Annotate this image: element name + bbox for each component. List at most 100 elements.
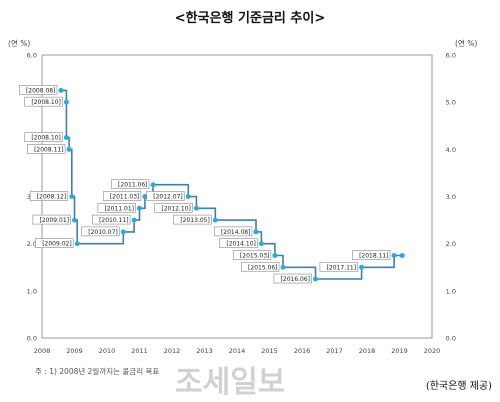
chart-title: <한국은행 기준금리 추이>	[175, 10, 325, 26]
x-tick: 2014	[229, 347, 246, 355]
rate-label-box	[24, 96, 63, 107]
rate-label-box	[35, 238, 74, 248]
watermark-logo: 조세일보	[175, 365, 285, 400]
rate-label-box	[241, 261, 280, 272]
x-tick: 2018	[359, 347, 376, 355]
rate-point	[69, 194, 75, 199]
y-tick-right: 1.0	[446, 287, 456, 295]
rate-label: [2008.10]	[31, 135, 61, 142]
rate-point	[313, 276, 319, 282]
rate-point	[253, 229, 259, 235]
rate-label: [2011.03]	[110, 194, 140, 201]
x-tick: 2013	[196, 347, 213, 355]
rate-label: [2018.11]	[359, 252, 389, 259]
x-tick: 2017	[326, 347, 343, 355]
y-tick-left: 1.0	[27, 287, 37, 295]
rate-label-box	[32, 214, 71, 225]
rate-label: [2015.03]	[240, 252, 270, 259]
rate-label-box	[219, 238, 258, 248]
rate-label-box	[154, 202, 193, 213]
rate-points	[58, 87, 405, 282]
rate-point	[63, 99, 69, 105]
rate-label-box	[214, 226, 253, 237]
rate-label: [2013.05]	[180, 217, 210, 224]
rate-label-box	[232, 250, 272, 260]
y-tick-right: 2.0	[446, 240, 456, 248]
rate-label-box	[146, 191, 185, 201]
y-tick-right: 0.0	[446, 335, 456, 343]
rate-label: [2008.08]	[26, 87, 56, 94]
y-tick-right: 6.0	[446, 52, 456, 60]
rate-label-box	[102, 191, 142, 201]
x-tick: 2020	[424, 347, 441, 355]
rate-label-box	[173, 214, 212, 225]
x-tick: 2012	[164, 347, 181, 355]
footnote: 주 : 1) 2008년 2월까지는 콜금리 목표	[35, 366, 159, 376]
y-axis-right: 0.0 1.0 2.0 3.0 4.0 5.0 6.0	[446, 52, 456, 343]
rate-point	[391, 252, 397, 258]
y-tick-left: 0.0	[27, 335, 37, 343]
x-tick: 2011	[131, 347, 148, 355]
rate-point	[258, 241, 264, 247]
x-tick: 2015	[261, 347, 278, 355]
rate-point	[185, 194, 191, 199]
rate-point	[272, 252, 278, 258]
rate-label: [2016.06]	[281, 276, 311, 283]
rate-label-box	[352, 250, 391, 260]
rate-point	[399, 252, 405, 258]
rate-label-box	[29, 191, 69, 201]
rate-label: [2008.11]	[34, 146, 64, 153]
rate-label: [2014.10]	[226, 241, 256, 248]
rate-label-box	[97, 202, 136, 213]
rate-label: [2015.06]	[248, 264, 278, 271]
rate-label: [2012.07]	[153, 194, 183, 201]
rate-label: [2012.10]	[161, 205, 191, 212]
rate-label-box	[81, 226, 120, 237]
rate-point	[63, 135, 69, 141]
y-tick-right: 4.0	[446, 146, 456, 154]
rate-label-box	[92, 214, 131, 225]
rate-label: [2010.11]	[99, 217, 129, 224]
rate-label: [2008.10]	[31, 99, 61, 106]
rate-label-box	[111, 179, 150, 190]
y-unit-right: (연 %)	[455, 39, 477, 48]
x-tick: 2008	[34, 347, 51, 355]
rate-label-box	[273, 273, 312, 284]
x-tick: 2010	[99, 347, 116, 355]
rate-label: [2010.07]	[88, 229, 118, 236]
y-tick-left: 6.0	[27, 52, 37, 60]
rate-point	[120, 229, 126, 235]
x-tick: 2019	[391, 347, 408, 355]
rate-point	[137, 205, 142, 211]
rate-point	[131, 217, 137, 223]
rate-point	[150, 182, 156, 188]
rate-point	[74, 241, 80, 247]
rate-point	[280, 264, 286, 270]
y-tick-right: 5.0	[446, 99, 456, 107]
rate-point	[66, 146, 72, 152]
rate-point	[142, 194, 148, 199]
rate-point	[212, 217, 218, 223]
rate-label: [2008.12]	[37, 194, 67, 201]
x-tick: 2009	[66, 347, 83, 355]
rate-label-box	[19, 85, 58, 95]
y-tick-left: 2.0	[27, 240, 37, 248]
source-credit: (한국은행 제공)	[426, 380, 492, 392]
rate-label: [2011.01]	[105, 205, 135, 212]
rate-label: [2009.02]	[42, 241, 72, 248]
plot-frame	[41, 54, 433, 339]
y-unit-left: (연 %)	[8, 39, 30, 48]
rate-labels: [2008.08] [2008.10] [2008.10] [2008.11] [200…	[19, 85, 391, 284]
rate-label: [2009.01]	[40, 217, 70, 224]
rate-label-box	[27, 144, 66, 154]
rate-label: [2017.11]	[327, 264, 357, 271]
x-axis: 2008 2009 2010 2011 2012 2013 2014 2015 2016 2017…	[34, 347, 441, 355]
rate-label: [2014.08]	[221, 229, 251, 236]
rate-point	[193, 205, 199, 211]
y-tick-right: 3.0	[446, 193, 456, 201]
rate-point	[359, 264, 365, 270]
rate-point	[72, 217, 77, 223]
rate-point	[58, 87, 64, 93]
rate-label-box	[24, 132, 63, 142]
